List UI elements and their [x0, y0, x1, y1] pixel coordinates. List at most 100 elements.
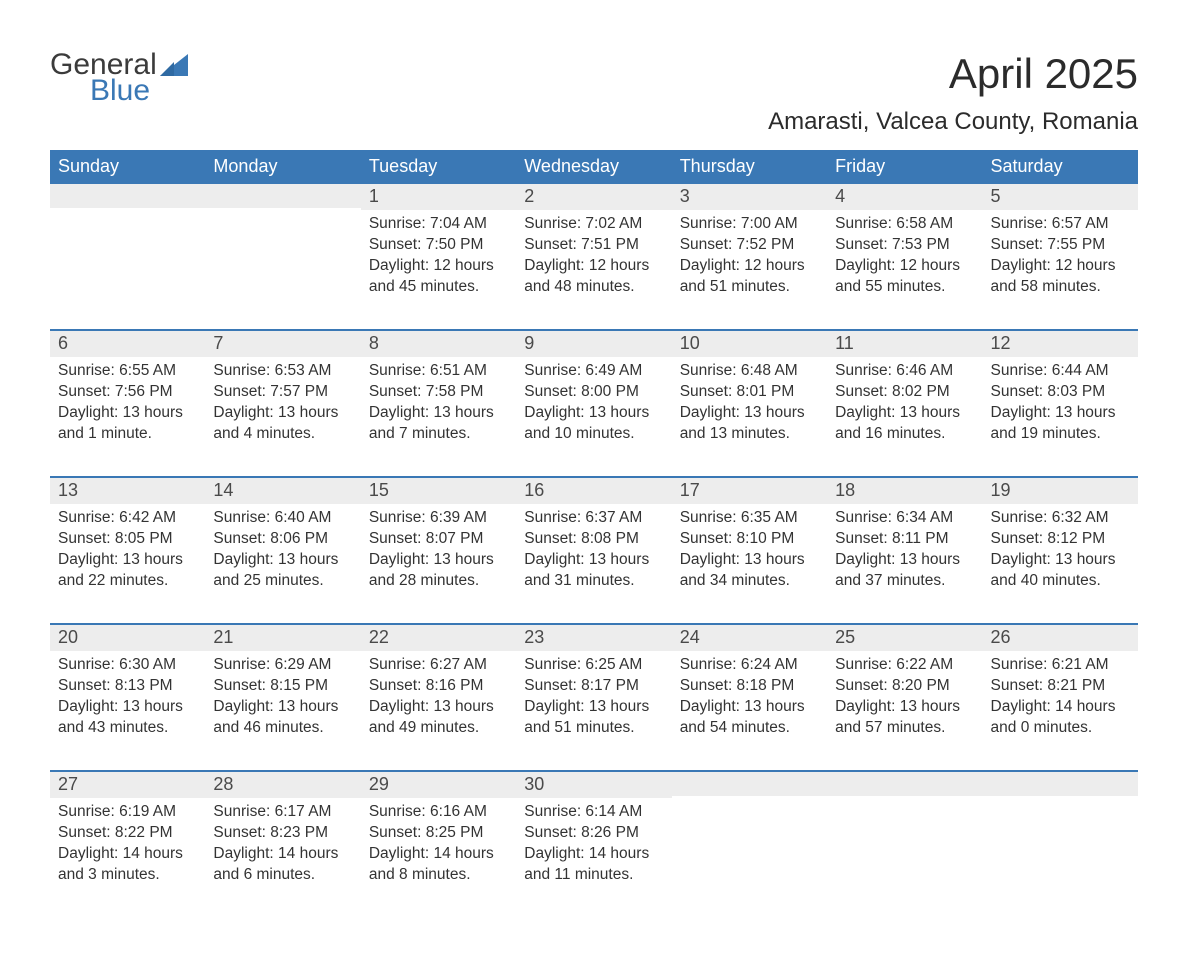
day-details: Sunrise: 6:37 AMSunset: 8:08 PMDaylight:… [516, 504, 671, 602]
daylight2-text: and 31 minutes. [524, 571, 663, 592]
daylight1-text: Daylight: 13 hours [58, 403, 197, 424]
page-header: General Blue April 2025 Amarasti, Valcea… [50, 50, 1138, 142]
day-details: Sunrise: 6:42 AMSunset: 8:05 PMDaylight:… [50, 504, 205, 602]
day-cell: 16Sunrise: 6:37 AMSunset: 8:08 PMDayligh… [516, 478, 671, 623]
day-number: 24 [672, 625, 827, 651]
day-cell [50, 184, 205, 329]
daylight2-text: and 16 minutes. [835, 424, 974, 445]
daylight1-text: Daylight: 13 hours [58, 550, 197, 571]
day-number: 11 [827, 331, 982, 357]
day-cell: 28Sunrise: 6:17 AMSunset: 8:23 PMDayligh… [205, 772, 360, 917]
sunrise-text: Sunrise: 6:34 AM [835, 508, 974, 529]
daylight1-text: Daylight: 13 hours [991, 403, 1130, 424]
week-row: 1Sunrise: 7:04 AMSunset: 7:50 PMDaylight… [50, 184, 1138, 329]
day-cell [827, 772, 982, 917]
day-details: Sunrise: 6:39 AMSunset: 8:07 PMDaylight:… [361, 504, 516, 602]
day-number: 4 [827, 184, 982, 210]
day-details: Sunrise: 6:44 AMSunset: 8:03 PMDaylight:… [983, 357, 1138, 455]
daylight2-text: and 6 minutes. [213, 865, 352, 886]
week-row: 20Sunrise: 6:30 AMSunset: 8:13 PMDayligh… [50, 623, 1138, 770]
day-cell: 1Sunrise: 7:04 AMSunset: 7:50 PMDaylight… [361, 184, 516, 329]
day-cell: 3Sunrise: 7:00 AMSunset: 7:52 PMDaylight… [672, 184, 827, 329]
day-number: 19 [983, 478, 1138, 504]
day-number: 27 [50, 772, 205, 798]
sunset-text: Sunset: 8:22 PM [58, 823, 197, 844]
calendar-page: General Blue April 2025 Amarasti, Valcea… [0, 0, 1188, 957]
location-subtitle: Amarasti, Valcea County, Romania [768, 108, 1138, 136]
day-details: Sunrise: 6:51 AMSunset: 7:58 PMDaylight:… [361, 357, 516, 455]
day-number: 17 [672, 478, 827, 504]
day-details: Sunrise: 6:21 AMSunset: 8:21 PMDaylight:… [983, 651, 1138, 749]
sunset-text: Sunset: 8:08 PM [524, 529, 663, 550]
sunset-text: Sunset: 8:00 PM [524, 382, 663, 403]
week-row: 13Sunrise: 6:42 AMSunset: 8:05 PMDayligh… [50, 476, 1138, 623]
daylight1-text: Daylight: 12 hours [835, 256, 974, 277]
sunrise-text: Sunrise: 6:58 AM [835, 214, 974, 235]
sunrise-text: Sunrise: 6:17 AM [213, 802, 352, 823]
day-number: 30 [516, 772, 671, 798]
day-cell [983, 772, 1138, 917]
weekday-header: Wednesday [516, 150, 671, 184]
day-details: Sunrise: 6:16 AMSunset: 8:25 PMDaylight:… [361, 798, 516, 896]
day-cell: 22Sunrise: 6:27 AMSunset: 8:16 PMDayligh… [361, 625, 516, 770]
day-number: 5 [983, 184, 1138, 210]
sunrise-text: Sunrise: 6:46 AM [835, 361, 974, 382]
day-cell: 15Sunrise: 6:39 AMSunset: 8:07 PMDayligh… [361, 478, 516, 623]
day-number: 8 [361, 331, 516, 357]
sunrise-text: Sunrise: 6:21 AM [991, 655, 1130, 676]
day-cell: 27Sunrise: 6:19 AMSunset: 8:22 PMDayligh… [50, 772, 205, 917]
sunrise-text: Sunrise: 6:27 AM [369, 655, 508, 676]
daylight1-text: Daylight: 13 hours [524, 550, 663, 571]
day-number: 16 [516, 478, 671, 504]
day-cell: 9Sunrise: 6:49 AMSunset: 8:00 PMDaylight… [516, 331, 671, 476]
sunrise-text: Sunrise: 6:57 AM [991, 214, 1130, 235]
sunset-text: Sunset: 8:20 PM [835, 676, 974, 697]
sunset-text: Sunset: 7:56 PM [58, 382, 197, 403]
day-cell: 7Sunrise: 6:53 AMSunset: 7:57 PMDaylight… [205, 331, 360, 476]
week-row: 6Sunrise: 6:55 AMSunset: 7:56 PMDaylight… [50, 329, 1138, 476]
sunset-text: Sunset: 8:21 PM [991, 676, 1130, 697]
day-number [983, 772, 1138, 796]
sunrise-text: Sunrise: 6:35 AM [680, 508, 819, 529]
day-details: Sunrise: 6:34 AMSunset: 8:11 PMDaylight:… [827, 504, 982, 602]
month-title: April 2025 [768, 50, 1138, 98]
day-details [983, 796, 1138, 810]
day-number: 22 [361, 625, 516, 651]
day-details: Sunrise: 6:53 AMSunset: 7:57 PMDaylight:… [205, 357, 360, 455]
day-cell: 2Sunrise: 7:02 AMSunset: 7:51 PMDaylight… [516, 184, 671, 329]
day-cell: 17Sunrise: 6:35 AMSunset: 8:10 PMDayligh… [672, 478, 827, 623]
daylight1-text: Daylight: 12 hours [369, 256, 508, 277]
daylight2-text: and 54 minutes. [680, 718, 819, 739]
sunrise-text: Sunrise: 6:53 AM [213, 361, 352, 382]
daylight2-text: and 7 minutes. [369, 424, 508, 445]
daylight1-text: Daylight: 13 hours [213, 550, 352, 571]
day-number: 28 [205, 772, 360, 798]
daylight1-text: Daylight: 14 hours [991, 697, 1130, 718]
daylight2-text: and 45 minutes. [369, 277, 508, 298]
daylight2-text: and 51 minutes. [524, 718, 663, 739]
daylight2-text: and 34 minutes. [680, 571, 819, 592]
sunset-text: Sunset: 8:12 PM [991, 529, 1130, 550]
sunset-text: Sunset: 8:18 PM [680, 676, 819, 697]
daylight1-text: Daylight: 13 hours [991, 550, 1130, 571]
sunset-text: Sunset: 8:07 PM [369, 529, 508, 550]
daylight1-text: Daylight: 13 hours [835, 550, 974, 571]
day-cell: 25Sunrise: 6:22 AMSunset: 8:20 PMDayligh… [827, 625, 982, 770]
sunset-text: Sunset: 7:55 PM [991, 235, 1130, 256]
day-number: 25 [827, 625, 982, 651]
day-details [672, 796, 827, 810]
daylight2-text: and 10 minutes. [524, 424, 663, 445]
daylight1-text: Daylight: 13 hours [524, 697, 663, 718]
day-details: Sunrise: 6:40 AMSunset: 8:06 PMDaylight:… [205, 504, 360, 602]
sunrise-text: Sunrise: 6:24 AM [680, 655, 819, 676]
day-details [827, 796, 982, 810]
day-cell: 26Sunrise: 6:21 AMSunset: 8:21 PMDayligh… [983, 625, 1138, 770]
weekday-header: Tuesday [361, 150, 516, 184]
sunrise-text: Sunrise: 6:40 AM [213, 508, 352, 529]
day-number: 20 [50, 625, 205, 651]
sunset-text: Sunset: 8:10 PM [680, 529, 819, 550]
weekday-header-row: Sunday Monday Tuesday Wednesday Thursday… [50, 150, 1138, 184]
sunrise-text: Sunrise: 6:30 AM [58, 655, 197, 676]
sunrise-text: Sunrise: 7:00 AM [680, 214, 819, 235]
day-number: 3 [672, 184, 827, 210]
